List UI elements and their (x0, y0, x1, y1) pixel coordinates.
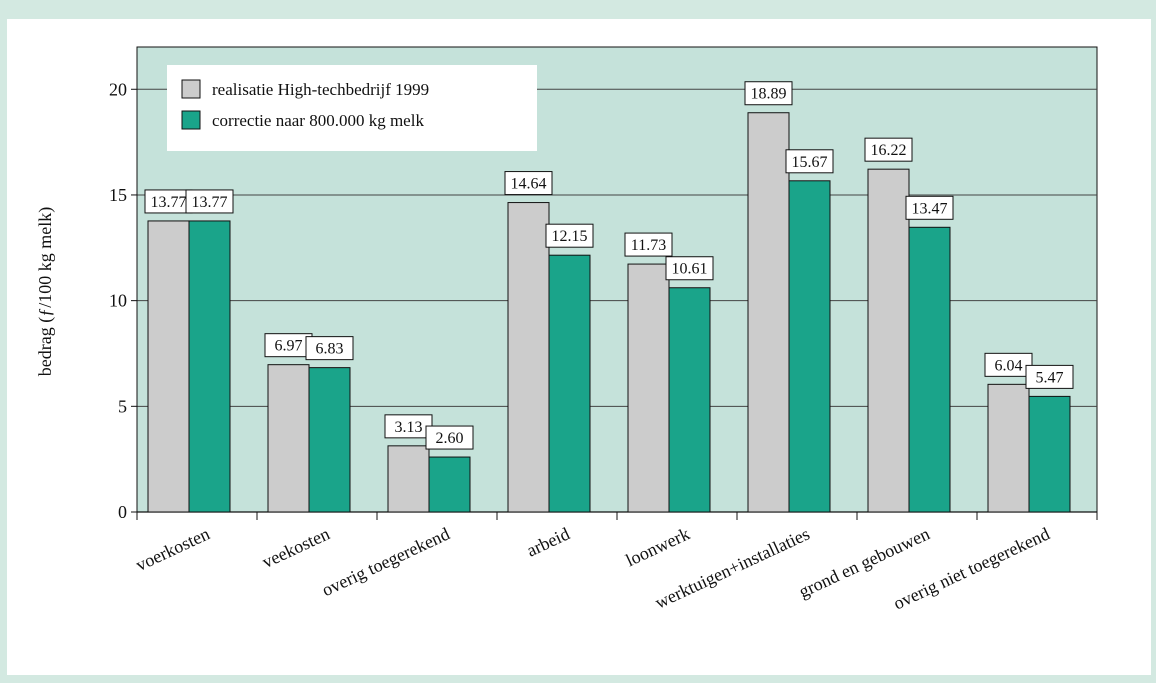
data-label: 15.67 (792, 154, 828, 171)
data-label-box (864, 137, 913, 162)
legend-swatch (181, 110, 201, 130)
bar-chart: 0 5 10 15 20 bedrag (ƒ/100 kg melk) 13.77 13.77… (35, 46, 1098, 613)
y-tick-label: 10 (109, 291, 127, 311)
y-tick-label: 5 (118, 396, 127, 416)
data-label: 10.61 (672, 261, 708, 278)
legend-label: correctie naar 800.000 kg melk (212, 111, 424, 130)
legend-label: realisatie High-techbedrijf 1999 (212, 80, 429, 99)
x-category-label: veekosten (259, 523, 333, 572)
y-axis-title: bedrag (ƒ/100 kg melk) (35, 207, 56, 376)
data-label-box (1025, 364, 1074, 389)
data-label-box (504, 171, 553, 196)
bar (788, 180, 831, 513)
data-label-box (425, 425, 474, 450)
data-label-box (905, 195, 954, 220)
data-label-box (984, 352, 1033, 377)
data-label-box (545, 223, 594, 248)
bar (188, 220, 231, 513)
data-label: 5.47 (1036, 369, 1064, 386)
data-label: 6.04 (995, 357, 1023, 374)
bar (1028, 395, 1071, 513)
x-category-label: voerkosten (133, 523, 213, 575)
x-category-label: overig toegerekend (319, 523, 453, 600)
legend-swatch (181, 79, 201, 99)
bar (267, 364, 310, 513)
data-label: 18.89 (751, 86, 787, 103)
bar (867, 168, 910, 513)
figure-panel: 0 5 10 15 20 bedrag (ƒ/100 kg melk) 13.77 13.77… (7, 19, 1151, 675)
bar (668, 287, 711, 513)
y-tick-label: 0 (118, 502, 127, 522)
data-label: 6.97 (275, 338, 303, 355)
x-category-label: loonwerk (623, 523, 693, 570)
bar (548, 254, 591, 513)
x-category-label: arbeid (523, 523, 572, 560)
data-label: 13.47 (912, 200, 948, 217)
bar (387, 445, 430, 513)
data-label: 6.83 (316, 341, 344, 358)
data-label: 11.73 (631, 237, 666, 254)
data-label-box (305, 336, 354, 361)
bar (747, 112, 790, 513)
y-tick-label: 20 (109, 79, 127, 99)
y-tick-label: 15 (109, 185, 127, 205)
bar (507, 202, 550, 513)
data-label: 14.64 (511, 176, 547, 193)
data-label: 3.13 (395, 419, 423, 436)
bar (908, 226, 951, 513)
data-label-box (785, 149, 834, 174)
data-label: 13.77 (192, 194, 228, 211)
legend-box (167, 65, 537, 151)
data-label: 12.15 (552, 228, 588, 245)
bar (428, 456, 471, 513)
bar (308, 367, 351, 513)
data-label-box (744, 81, 793, 106)
data-label-box (185, 189, 234, 214)
data-label-box (665, 256, 714, 281)
data-label-box (624, 232, 673, 257)
bar (147, 220, 190, 513)
data-label: 16.22 (871, 142, 907, 159)
data-label: 13.77 (151, 194, 187, 211)
bar (627, 263, 670, 513)
bar (987, 383, 1030, 513)
data-label: 2.60 (436, 430, 464, 447)
